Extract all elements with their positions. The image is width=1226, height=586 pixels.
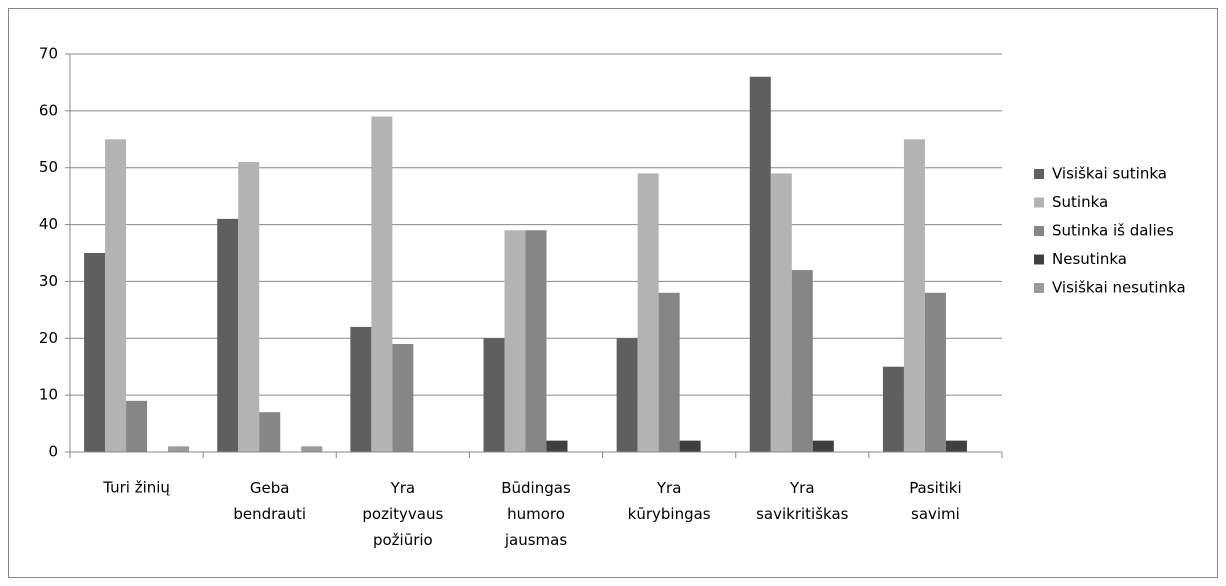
y-tick-label: 60 <box>39 101 58 119</box>
chart-border <box>8 8 1218 578</box>
bar <box>546 440 568 452</box>
legend-swatch <box>1034 169 1044 179</box>
y-tick-label: 30 <box>39 272 58 290</box>
bar <box>924 292 946 452</box>
bar <box>301 446 323 452</box>
legend-swatch <box>1034 254 1044 265</box>
bar <box>259 412 281 452</box>
legend-label: Visiškai sutinka <box>1052 165 1167 183</box>
bar <box>350 326 372 452</box>
bar <box>371 116 393 453</box>
x-tick-label: Yra kūrybingas <box>628 479 711 523</box>
bar <box>791 270 813 452</box>
y-tick-label: 50 <box>39 158 58 176</box>
bar <box>616 338 638 452</box>
bar <box>770 173 792 452</box>
bar <box>168 446 190 452</box>
x-tick-label: Yra pozityvaus požiūrio <box>362 479 443 549</box>
legend-label: Nesutinka <box>1052 250 1127 268</box>
bar <box>84 253 106 452</box>
legend-swatch <box>1034 197 1044 208</box>
bar <box>679 440 701 452</box>
bar <box>238 162 260 452</box>
bar <box>812 440 834 452</box>
bar <box>903 139 925 453</box>
x-tick-label: Būdingas humoro jausmas <box>501 479 571 549</box>
y-tick-label: 10 <box>39 386 58 404</box>
bar <box>749 76 771 452</box>
bar <box>392 343 414 452</box>
x-tick-label: Pasitiki savimi <box>909 479 961 523</box>
y-tick-label: 40 <box>39 215 58 233</box>
bar <box>658 292 680 452</box>
legend-label: Sutinka iš dalies <box>1052 222 1174 240</box>
y-tick-label: 0 <box>48 443 58 461</box>
legend-label: Visiškai nesutinka <box>1052 279 1186 297</box>
x-tick-label: Turi žinių <box>102 479 170 497</box>
bar <box>105 139 127 453</box>
y-tick-label: 70 <box>39 45 58 63</box>
bar <box>504 230 526 452</box>
bar <box>637 173 659 452</box>
bar <box>483 338 505 452</box>
bar <box>126 400 148 452</box>
x-tick-label: Yra savikritiškas <box>756 479 849 523</box>
legend-swatch <box>1034 226 1044 236</box>
x-tick-label: Geba bendrauti <box>233 479 306 523</box>
legend-label: Sutinka <box>1052 193 1108 211</box>
bar <box>525 230 547 452</box>
bar <box>217 218 239 452</box>
bar <box>945 440 967 452</box>
y-tick-label: 20 <box>39 329 58 347</box>
bar <box>882 366 904 452</box>
legend-swatch <box>1034 283 1044 293</box>
